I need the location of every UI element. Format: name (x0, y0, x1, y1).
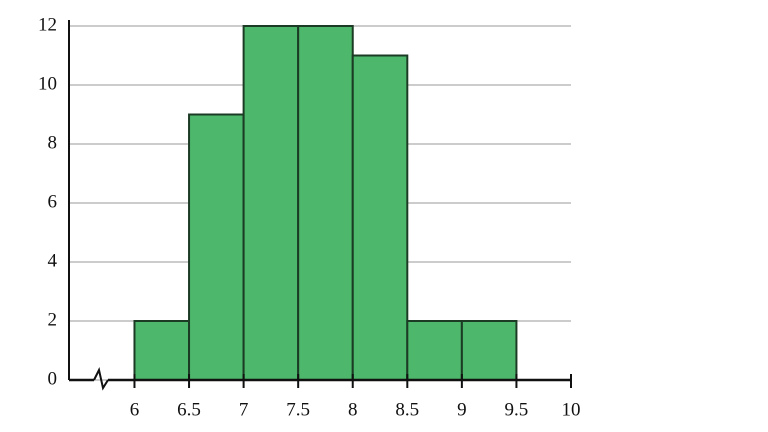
x-tick-label: 6.5 (177, 399, 201, 420)
x-tick-label: 7.5 (286, 399, 310, 420)
y-tick-label: 8 (48, 132, 58, 153)
x-tick-label: 9.5 (505, 399, 529, 420)
bar (406, 320, 463, 381)
y-tick-label: 2 (48, 309, 58, 330)
y-tick-label: 0 (48, 368, 58, 389)
bar (460, 320, 518, 381)
y-tick-label: 4 (48, 250, 58, 271)
x-tick-label: 6 (130, 399, 140, 420)
y-tick-label: 12 (38, 14, 57, 35)
y-tick-label: 6 (48, 191, 58, 212)
x-tick-label: 8 (348, 399, 358, 420)
x-tick-label: 7 (239, 399, 249, 420)
x-tick-label: 10 (562, 399, 581, 420)
bar (188, 113, 245, 381)
x-tick-label: 8.5 (395, 399, 419, 420)
bar (133, 320, 191, 381)
x-tick-label: 9 (457, 399, 467, 420)
axis-break (93, 367, 109, 391)
bar (297, 25, 354, 381)
bar (351, 54, 409, 381)
bar (242, 25, 300, 381)
y-tick-label: 10 (38, 73, 57, 94)
x-axis (69, 367, 571, 391)
